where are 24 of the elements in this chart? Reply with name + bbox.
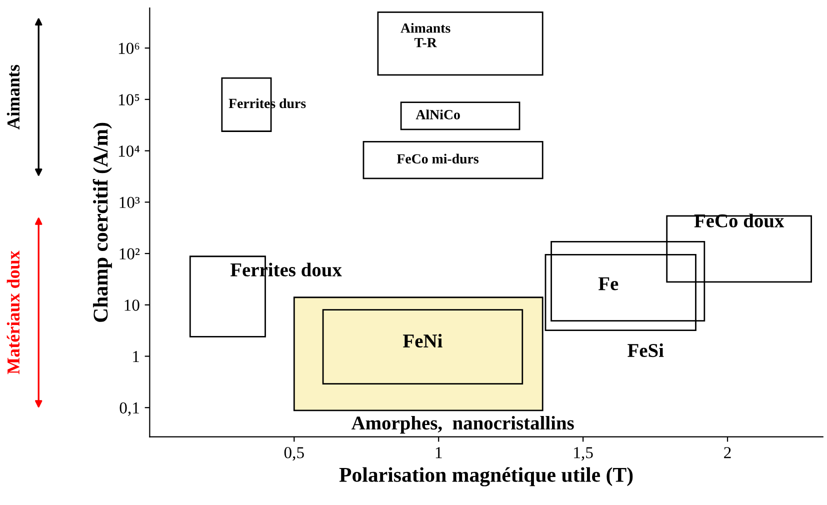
text: Aimants xyxy=(6,64,20,130)
series-label: FeNi xyxy=(403,334,442,348)
series-label: FeSi xyxy=(628,343,664,358)
series-label: FeCo doux xyxy=(694,214,784,228)
y-tick-label: 10² xyxy=(120,248,140,260)
y-tick-label: 10⁵ xyxy=(118,94,140,106)
series-label: Amorphes, nanocristallins xyxy=(351,416,574,434)
x-tick-label: 0,5 xyxy=(284,447,304,461)
y-axis-title: Champ coercitif (A/m) xyxy=(92,122,112,322)
text: Matériaux doux xyxy=(6,250,20,374)
x-tick-label: 1,5 xyxy=(574,447,593,461)
y-tick-label: 10⁶ xyxy=(118,42,140,54)
x-axis-title: Polarisation magnétique utile (T) xyxy=(339,467,633,486)
series-label: FeCo mi-durs xyxy=(396,154,479,164)
series-label: AlNiCo xyxy=(416,110,460,120)
y-tick-label: 10 xyxy=(124,300,140,311)
series-label: Aimants T-R xyxy=(400,23,450,48)
series-label: Fe xyxy=(598,277,618,290)
x-tick-label: 1 xyxy=(436,447,442,458)
y-tick-label: 10³ xyxy=(120,196,140,208)
y-tick-label: 0,1 xyxy=(120,402,139,416)
y-tick-label: 1 xyxy=(133,351,139,362)
x-tick-label: 2 xyxy=(724,447,731,458)
y-tick-label: 10⁴ xyxy=(118,145,140,157)
